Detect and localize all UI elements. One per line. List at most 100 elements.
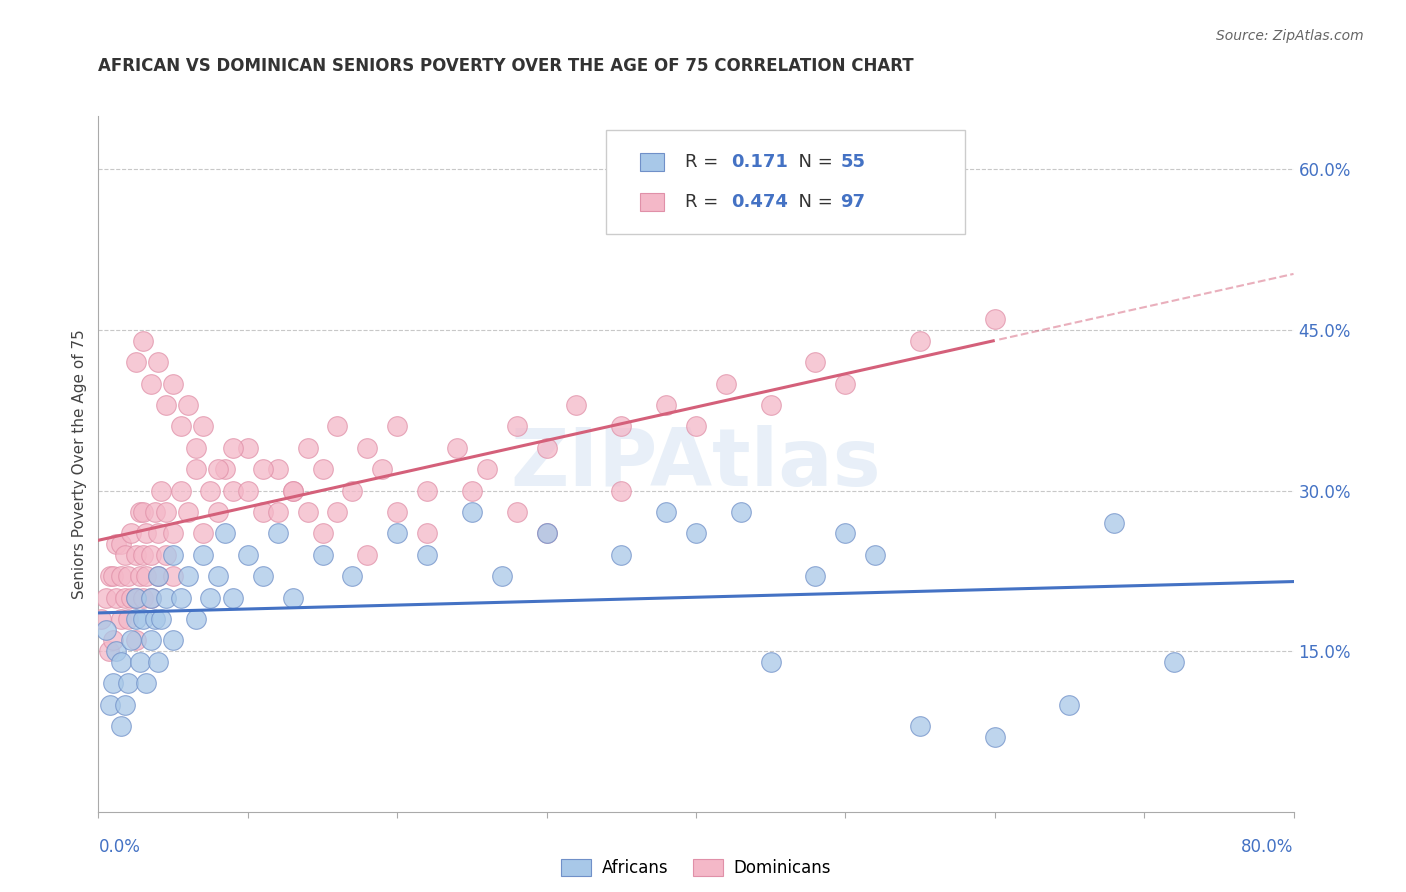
Point [326, 505, 349, 519]
Point [162, 526, 184, 541]
Point [184, 612, 207, 626]
Point [177, 569, 200, 583]
Point [125, 591, 148, 605]
Point [281, 483, 304, 498]
Point [371, 462, 394, 476]
Point [207, 505, 229, 519]
Point [100, 698, 122, 712]
Point [730, 505, 752, 519]
Point [129, 505, 152, 519]
Text: ZIPAtlas: ZIPAtlas [510, 425, 882, 503]
Text: R =: R = [685, 193, 724, 211]
Point [281, 483, 304, 498]
Point [565, 398, 588, 412]
Text: Source: ZipAtlas.com: Source: ZipAtlas.com [1216, 29, 1364, 43]
Point [105, 644, 128, 658]
Point [446, 441, 468, 455]
Point [834, 376, 856, 391]
Point [1163, 655, 1185, 669]
Point [110, 537, 132, 551]
Point [132, 548, 155, 562]
Point [132, 334, 155, 348]
Point [120, 526, 142, 541]
Point [125, 612, 148, 626]
Point [155, 398, 177, 412]
Point [984, 312, 1007, 326]
Point [536, 526, 558, 541]
Point [148, 355, 170, 369]
Point [297, 505, 319, 519]
Point [252, 462, 274, 476]
Point [385, 526, 409, 541]
Point [191, 526, 214, 541]
Point [155, 505, 177, 519]
Point [222, 591, 245, 605]
Point [461, 505, 484, 519]
Point [610, 483, 633, 498]
Point [214, 462, 236, 476]
Point [162, 376, 184, 391]
Text: R =: R = [685, 153, 724, 171]
Point [655, 505, 678, 519]
Point [155, 548, 177, 562]
Point [139, 633, 162, 648]
Point [236, 483, 259, 498]
Point [148, 526, 170, 541]
Point [267, 526, 290, 541]
Point [162, 548, 184, 562]
Point [191, 419, 214, 434]
Point [132, 591, 155, 605]
Point [610, 548, 633, 562]
Point [865, 548, 887, 562]
Point [252, 505, 274, 519]
Point [135, 526, 157, 541]
Point [184, 462, 207, 476]
Point [125, 355, 148, 369]
Point [267, 462, 290, 476]
Point [506, 419, 529, 434]
Point [491, 569, 513, 583]
Point [148, 569, 170, 583]
Point [714, 376, 737, 391]
Point [342, 569, 364, 583]
Point [90, 612, 112, 626]
Point [177, 505, 200, 519]
Point [105, 537, 128, 551]
Point [834, 526, 856, 541]
Point [222, 483, 245, 498]
Point [125, 548, 148, 562]
Point [103, 633, 125, 648]
Point [94, 623, 117, 637]
Point [103, 569, 125, 583]
Point [129, 569, 152, 583]
Point [117, 569, 139, 583]
Point [506, 505, 529, 519]
Point [135, 569, 157, 583]
Text: 55: 55 [841, 153, 866, 171]
Text: 97: 97 [841, 193, 866, 211]
Point [191, 548, 214, 562]
Point [461, 483, 484, 498]
Point [207, 462, 229, 476]
Point [103, 676, 125, 690]
Point [139, 591, 162, 605]
Point [97, 644, 120, 658]
Point [385, 505, 409, 519]
Point [610, 419, 633, 434]
Point [214, 526, 236, 541]
Point [120, 633, 142, 648]
Point [150, 483, 173, 498]
Point [311, 462, 333, 476]
Point [114, 698, 136, 712]
FancyBboxPatch shape [640, 153, 664, 171]
Point [162, 569, 184, 583]
FancyBboxPatch shape [640, 194, 664, 211]
Point [139, 591, 162, 605]
Point [759, 398, 782, 412]
Point [200, 591, 222, 605]
Point [114, 591, 136, 605]
Point [200, 483, 222, 498]
Point [1104, 516, 1126, 530]
Point [685, 526, 707, 541]
Text: 0.0%: 0.0% [98, 838, 141, 855]
